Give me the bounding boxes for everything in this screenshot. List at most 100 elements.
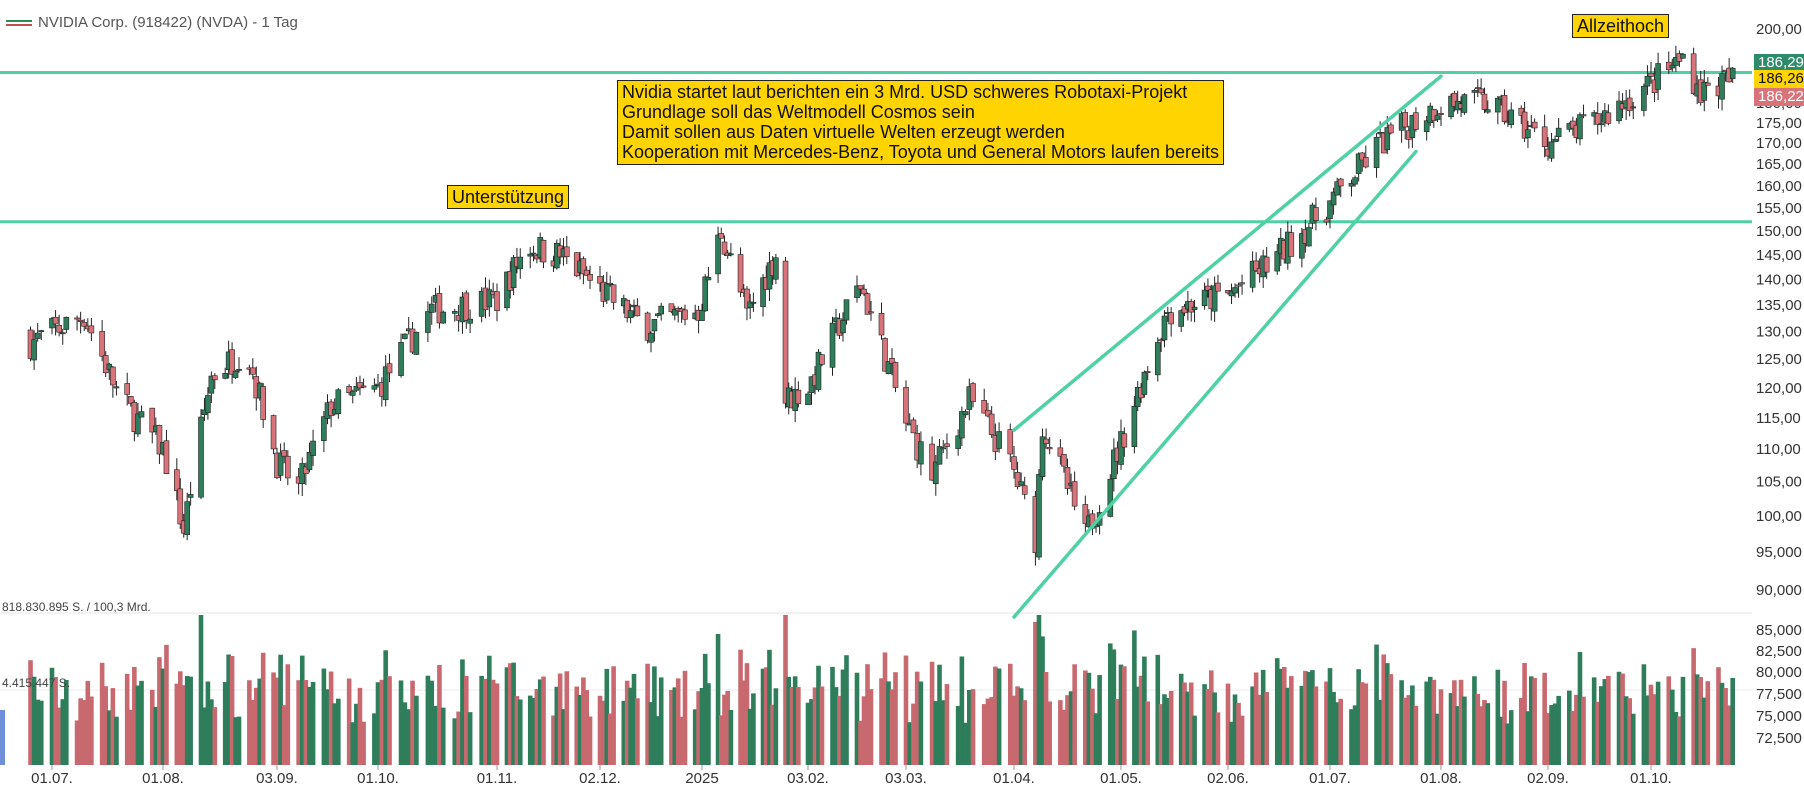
volume-average-label: 4.415.447 S. xyxy=(2,676,71,690)
candle-body xyxy=(360,385,367,388)
volume-bar xyxy=(854,672,860,765)
x-tick-label: 02.12. xyxy=(579,770,621,787)
volume-bar xyxy=(672,687,678,765)
candle-body xyxy=(1680,53,1686,59)
volume-bar xyxy=(1410,685,1415,765)
volume-bar xyxy=(1033,621,1038,765)
volume-bar xyxy=(679,716,684,765)
volume-bar xyxy=(1723,688,1728,765)
candle-body xyxy=(467,318,473,324)
volume-bar xyxy=(414,695,419,765)
candle-body xyxy=(878,313,885,336)
candle-body xyxy=(1541,126,1548,147)
volume-bar xyxy=(402,702,408,765)
y-tick-label: 90,000 xyxy=(1756,582,1802,599)
volume-bar xyxy=(132,666,137,765)
candle-body xyxy=(815,351,822,390)
volume-bar xyxy=(1475,693,1481,765)
volume-bar xyxy=(1388,674,1394,765)
volume-bar xyxy=(959,656,965,765)
chart-legend[interactable]: NVIDIA Corp. (918422) (NVDA) - 1 Tag xyxy=(6,14,298,31)
candle-body xyxy=(517,256,524,270)
volume-bar xyxy=(819,686,825,765)
candle-body xyxy=(1144,371,1151,373)
y-axis: 200,00190,00185,00180,00175,00170,00165,… xyxy=(1756,21,1802,747)
volume-bar xyxy=(830,666,835,765)
volume-bar xyxy=(226,654,231,765)
volume-bar xyxy=(1306,671,1312,765)
volume-bar xyxy=(1132,630,1137,765)
candle-body xyxy=(1598,123,1605,126)
candle-body xyxy=(651,319,658,332)
candle-body xyxy=(486,289,493,308)
volume-bar xyxy=(1185,691,1191,765)
volume-bar xyxy=(601,700,606,765)
candle-body xyxy=(587,274,593,281)
volume-bar xyxy=(303,680,309,765)
candle-body xyxy=(795,389,802,405)
volume-bar xyxy=(1281,666,1287,765)
volume-bar xyxy=(332,703,338,765)
volume-bar xyxy=(1122,666,1127,765)
volume-bar xyxy=(1040,636,1045,765)
candle-body xyxy=(782,260,789,404)
candle-body xyxy=(1131,405,1138,447)
candle-body xyxy=(236,368,242,371)
volume-bar xyxy=(1264,691,1269,765)
volume-bar xyxy=(1239,715,1245,765)
volume-bar xyxy=(1730,677,1735,765)
volume-bar xyxy=(406,709,412,765)
y-tick-label: 165,00 xyxy=(1756,156,1802,173)
volume-bar xyxy=(760,668,766,765)
volume-bar xyxy=(886,681,891,765)
candle-body xyxy=(321,416,327,442)
candle-body xyxy=(1330,191,1337,206)
y-tick-label: 120,00 xyxy=(1756,380,1802,397)
volume-bar xyxy=(929,661,935,765)
volume-bar xyxy=(763,667,769,765)
candle-body xyxy=(212,375,218,381)
candle-body xyxy=(1337,178,1344,187)
volume-bar xyxy=(597,695,603,765)
volume-bar xyxy=(157,657,162,765)
volume-bar xyxy=(1205,689,1211,765)
volume-bar xyxy=(1670,689,1675,765)
volume-bar xyxy=(816,665,821,765)
volume-bar xyxy=(1015,686,1020,765)
candle-body xyxy=(1018,481,1024,486)
volume-bar xyxy=(833,687,839,765)
candle-body xyxy=(1438,113,1444,115)
candle-body xyxy=(328,401,334,416)
volume-bar xyxy=(429,680,435,765)
candle-body xyxy=(1384,127,1391,151)
candle-body xyxy=(936,446,943,465)
candle-body xyxy=(634,305,641,317)
candle-body xyxy=(985,409,991,417)
candle-body xyxy=(177,488,184,525)
candle-body xyxy=(1648,72,1654,77)
volume-bar xyxy=(1083,670,1088,765)
candle-body xyxy=(530,252,537,255)
volume-bar xyxy=(85,680,91,765)
x-tick-label: 01.11. xyxy=(477,770,518,787)
volume-bar xyxy=(696,691,701,765)
candle-body xyxy=(882,338,888,372)
candle-body xyxy=(1655,63,1661,90)
volume-bar xyxy=(682,670,688,765)
volume-bar xyxy=(1058,700,1063,765)
candle-body xyxy=(1531,121,1538,129)
candle-body xyxy=(563,246,570,257)
volume-bar xyxy=(1324,681,1329,765)
volume-bar xyxy=(483,678,488,765)
candle-body xyxy=(864,293,871,315)
candle-body xyxy=(1071,481,1078,507)
volume-bar xyxy=(893,672,898,765)
y-tick-label: 75,000 xyxy=(1756,708,1802,725)
volume-bar xyxy=(1192,715,1197,765)
candle-body xyxy=(56,324,62,333)
candle-body xyxy=(940,447,947,450)
candle-body xyxy=(1352,177,1358,185)
candle-body xyxy=(944,443,950,447)
candle-body xyxy=(1423,120,1430,132)
